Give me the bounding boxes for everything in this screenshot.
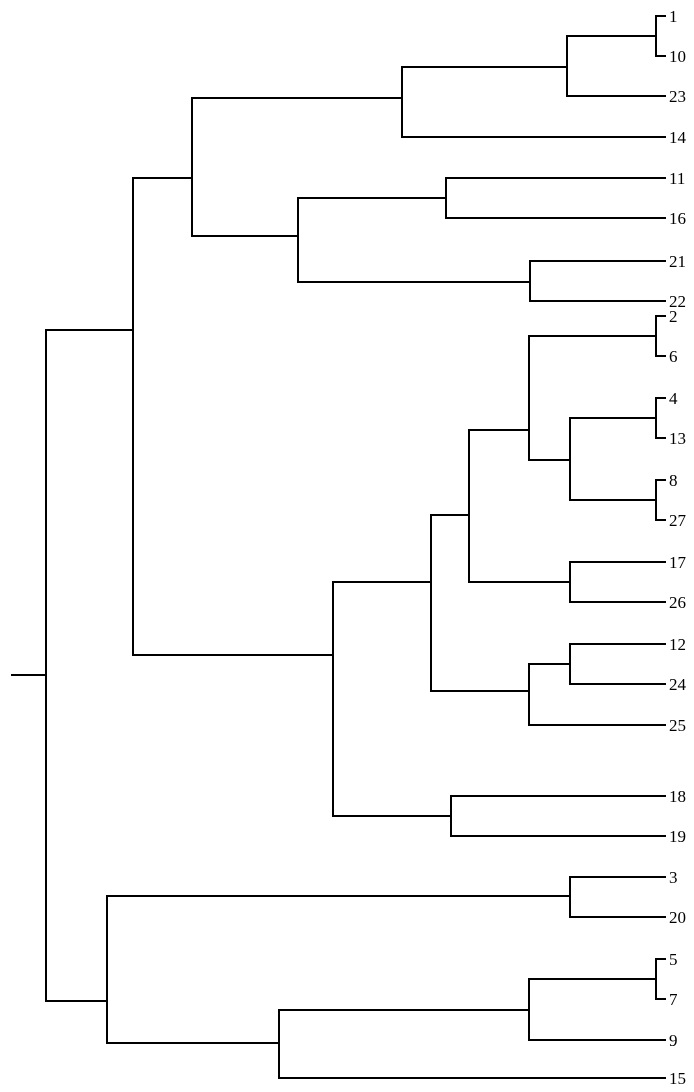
leaf-label: 17: [669, 553, 687, 572]
branch-4-13: [655, 397, 666, 439]
leaf-label: 27: [669, 511, 687, 530]
branch-1-10: [655, 15, 666, 57]
branch-18-19: [450, 795, 666, 837]
branch-middle-clade: [332, 581, 452, 817]
tree-branches: [11, 15, 666, 1079]
branch-8-27: [655, 479, 666, 521]
branch-lower-clade: [106, 895, 571, 1044]
branch-17-26: [569, 561, 666, 603]
leaf-label: 11: [669, 169, 685, 188]
leaf-label: 13: [669, 429, 686, 448]
leaf-label: 8: [669, 471, 678, 490]
branch-4-13-8-27: [569, 417, 657, 501]
branch-5-7: [655, 958, 666, 1000]
branch-1-10-23: [566, 35, 666, 97]
branch-12-24: [569, 643, 666, 685]
branch-21-22: [529, 260, 666, 302]
branch-root: [45, 329, 134, 1002]
branch-5-7-9-15: [278, 1009, 666, 1079]
leaf-label: 2: [669, 307, 678, 326]
branch-2-6: [655, 315, 666, 357]
branch-2-to-25: [430, 514, 530, 692]
leaf-label: 12: [669, 635, 686, 654]
branch-5-7-9: [528, 978, 666, 1041]
leaf-label: 22: [669, 292, 686, 311]
leaf-label: 7: [669, 990, 678, 1009]
branch-11-16: [445, 177, 666, 219]
branch-11-16-21-22: [297, 197, 531, 283]
leaf-label: 20: [669, 908, 686, 927]
leaf-label: 21: [669, 252, 686, 271]
leaf-label: 15: [669, 1069, 686, 1088]
leaf-label: 19: [669, 827, 686, 846]
leaf-label: 3: [669, 868, 678, 887]
branch-cluster-top: [191, 97, 403, 237]
branch-1-10-23-14: [401, 66, 666, 138]
leaf-label: 18: [669, 787, 686, 806]
branch-2-6-4-13-8-27: [528, 335, 657, 461]
leaf-label: 9: [669, 1031, 678, 1050]
leaf-label: 26: [669, 593, 686, 612]
leaf-label: 6: [669, 347, 678, 366]
branch-upper-clade: [132, 177, 334, 656]
branch-12-24-25: [528, 663, 666, 726]
leaf-label: 23: [669, 87, 686, 106]
leaf-label: 5: [669, 950, 678, 969]
leaf-label: 14: [669, 128, 687, 147]
leaf-label: 4: [669, 389, 678, 408]
branch-2-to-26: [468, 429, 571, 583]
leaf-label: 25: [669, 716, 686, 735]
leaf-label: 1: [669, 7, 678, 26]
branch-3-20: [569, 876, 666, 918]
leaf-label: 16: [669, 209, 686, 228]
leaf-label: 10: [669, 47, 686, 66]
leaf-label: 24: [669, 675, 687, 694]
leaf-labels: 1 10 23 14 11 16 21 22 2 6 4 13 8 27 17 …: [669, 7, 687, 1088]
